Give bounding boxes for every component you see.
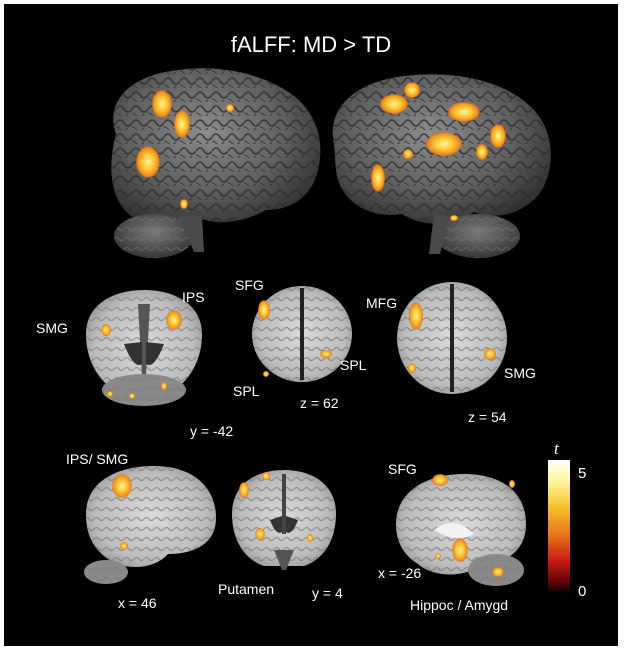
- label-y4: y = 4: [312, 585, 343, 601]
- colorbar-max-label: 5: [578, 465, 587, 482]
- label-smg-right: SMG: [504, 365, 536, 381]
- brain-3d-right: [332, 74, 551, 258]
- slice-axial-z54: [397, 282, 507, 394]
- slice-sagittal-x-minus26: [396, 474, 526, 586]
- label-smg-left: SMG: [36, 320, 68, 336]
- slice-sagittal-x46: [84, 466, 216, 584]
- slice-coronal-y-minus42: [86, 290, 202, 406]
- label-putamen: Putamen: [218, 581, 275, 597]
- label-sfg-axial: SFG: [235, 277, 264, 293]
- label-spl-right: SPL: [340, 357, 367, 373]
- label-z54: z = 54: [468, 409, 507, 425]
- label-x-minus26: x = -26: [378, 565, 422, 581]
- label-ips-smg: IPS/ SMG: [66, 451, 129, 467]
- label-sfg-sagittal: SFG: [388, 461, 417, 477]
- colorbar-symbol: t: [554, 439, 559, 458]
- figure-title: fALFF: MD > TD: [230, 32, 392, 57]
- label-ips: IPS: [182, 289, 205, 305]
- colorbar-min-label: 0: [578, 583, 587, 600]
- slice-axial-z62: [252, 286, 352, 382]
- label-hippoc-amygd: Hippoc / Amygd: [410, 597, 509, 613]
- slice-coronal-y4: [232, 470, 336, 570]
- label-z62: z = 62: [300, 395, 339, 411]
- label-spl-left: SPL: [233, 383, 260, 399]
- label-y-minus42: y = -42: [190, 423, 234, 439]
- label-mfg: MFG: [366, 295, 398, 311]
- colorbar-gradient: [548, 460, 570, 594]
- label-x46: x = 46: [118, 595, 157, 611]
- brain-3d-left: [111, 68, 321, 258]
- brain-figure-svg: [84, 68, 570, 594]
- figure-panel: fALFF: MD > TD IPS SMG SFG SPL SPL MFG S…: [4, 4, 618, 646]
